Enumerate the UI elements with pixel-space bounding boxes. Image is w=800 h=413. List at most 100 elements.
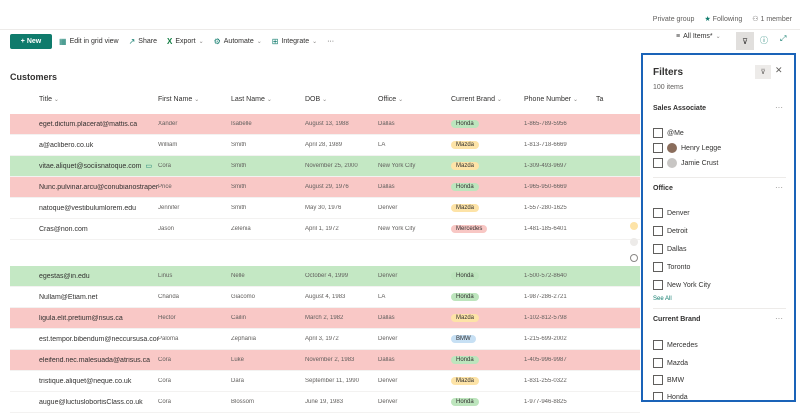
filters-title: Filters: [653, 67, 684, 78]
column-header-office[interactable]: Office ⌄: [378, 96, 451, 110]
table-row[interactable]: ligula.elit.pretium@risus.ca Hector Cailin…: [10, 308, 640, 329]
filter-option-henry[interactable]: Henry Legge: [653, 143, 721, 153]
cell-title[interactable]: a@aclibero.co.uk: [39, 141, 94, 149]
brand-pill: Mazda: [451, 204, 480, 212]
cell-title[interactable]: eget.dictum.placerat@mattis.ca: [39, 120, 138, 128]
filter-option-toronto[interactable]: Toronto: [653, 262, 690, 272]
edit-grid-button[interactable]: ▦ Edit in grid view: [56, 37, 122, 46]
office-more[interactable]: ···: [775, 183, 783, 192]
brand-pill: Mazda: [451, 141, 480, 149]
column-label: DOB: [305, 96, 321, 103]
cell-title[interactable]: Nunc.pulvinar.arcu@conubianostraper.edu: [39, 183, 158, 191]
cell-current-brand: Mazda: [451, 162, 524, 170]
see-all-link[interactable]: See All: [653, 296, 672, 302]
filter-pane-button[interactable]: ⊽: [736, 32, 754, 50]
cell-office: Dallas: [378, 357, 395, 363]
table-row[interactable]: tristique.aliquet@neque.co.uk Cora Dara Sep…: [10, 371, 640, 392]
site-header: Private group ★ Following ⚇ 1 member: [0, 0, 800, 30]
checkbox[interactable]: [653, 340, 663, 350]
cell-title[interactable]: Nullam@Etiam.net: [39, 293, 98, 301]
chevron-down-icon: ⌄: [312, 38, 318, 45]
table-row[interactable]: augue@luctuslobortisClass.co.uk Cora Bloss…: [10, 392, 640, 413]
clear-filters-button[interactable]: ⊽: [755, 65, 771, 79]
export-button[interactable]: X Export ⌄: [164, 37, 207, 46]
automate-button[interactable]: ⚙ Automate ⌄: [211, 37, 265, 46]
cell-last-name: Zephania: [231, 336, 257, 342]
filter-option-jamie[interactable]: Jamie Crust: [653, 158, 718, 168]
checkbox[interactable]: [653, 208, 663, 218]
cell-title[interactable]: augue@luctuslobortisClass.co.uk: [39, 398, 143, 406]
table-row[interactable]: natoque@vestibulumlorem.edu Jennifer Smith…: [10, 198, 640, 219]
table-row[interactable]: vitae.aliquet@sociisnatoque.com ▭ Cora Smit…: [10, 156, 640, 177]
cell-title[interactable]: vitae.aliquet@sociisnatoque.com ▭: [39, 163, 153, 170]
table-row[interactable]: eleifend.nec.malesuada@atrisus.ca Cora Luk…: [10, 350, 640, 371]
cell-title[interactable]: est.tempor.bibendum@neccursusa.com: [39, 335, 158, 343]
column-header-truncated[interactable]: Ta: [596, 96, 603, 110]
filter-option-me[interactable]: @Me: [653, 128, 684, 138]
expand-icon[interactable]: ⤢: [780, 34, 787, 43]
column-headers: Title ⌄ First Name ⌄ Last Name ⌄ DOB ⌄ O…: [10, 96, 640, 110]
follow-button[interactable]: ★ Following: [704, 15, 742, 23]
cell-current-brand: Honda: [451, 293, 524, 301]
table-row[interactable]: Nunc.pulvinar.arcu@conubianostraper.eduP…: [10, 177, 640, 198]
filter-option-mercedes[interactable]: Mercedes: [653, 340, 698, 350]
close-icon[interactable]: ✕: [775, 65, 783, 75]
checkbox[interactable]: [653, 280, 663, 290]
members-button[interactable]: ⚇ 1 member: [752, 15, 792, 23]
cell-phone: 1-831-255-0322: [524, 378, 567, 384]
filter-option-mazda[interactable]: Mazda: [653, 358, 688, 368]
cell-title[interactable]: eleifend.nec.malesuada@atrisus.ca: [39, 356, 151, 364]
column-header-phone[interactable]: Phone Number ⌄: [524, 96, 596, 110]
checkbox[interactable]: [653, 244, 663, 254]
members-label: 1 member: [760, 16, 792, 23]
table-row[interactable]: Nullam@Etiam.net Chanda Giacomo August 4, 1…: [10, 287, 640, 308]
column-header-first-name[interactable]: First Name ⌄: [158, 96, 231, 110]
checkbox[interactable]: [653, 375, 663, 385]
integrate-label: Integrate: [281, 37, 310, 45]
cell-current-brand: Mazda: [451, 314, 524, 322]
checkbox[interactable]: [653, 358, 663, 368]
filter-option-bmw[interactable]: BMW: [653, 375, 684, 385]
integrate-button[interactable]: ⊞ Integrate ⌄: [269, 37, 320, 46]
comment-icon[interactable]: ▭: [145, 163, 153, 170]
more-button[interactable]: ···: [324, 38, 337, 45]
table-row[interactable]: egestas@in.edu Linus Nelle October 4, 1999 D…: [10, 266, 640, 287]
checkbox[interactable]: [653, 158, 663, 168]
checkbox[interactable]: [653, 143, 663, 153]
table-row[interactable]: eget.dictum.placerat@mattis.ca Xander Isab…: [10, 114, 640, 135]
filter-option-honda[interactable]: Honda: [653, 392, 688, 400]
filter-option-denver[interactable]: Denver: [653, 208, 690, 218]
avatar: [667, 158, 677, 168]
column-header-dob[interactable]: DOB ⌄: [305, 96, 378, 110]
column-header-title[interactable]: Title ⌄: [10, 96, 158, 110]
person-icon: ⚇: [752, 16, 759, 23]
cell-phone: 1-481-185-6401: [524, 226, 567, 232]
cell-title[interactable]: tristique.aliquet@neque.co.uk: [39, 377, 132, 385]
new-button[interactable]: + New: [10, 33, 52, 49]
filter-option-detroit[interactable]: Detroit: [653, 226, 688, 236]
filter-option-nyc[interactable]: New York City: [653, 280, 711, 290]
table-row[interactable]: Cras@non.com Jason Zelenia April 1, 1972 New…: [10, 219, 640, 240]
column-header-current-brand[interactable]: Current Brand ⌄: [451, 96, 524, 110]
filter-option-dallas[interactable]: Dallas: [653, 244, 686, 254]
cell-title[interactable]: natoque@vestibulumlorem.edu: [39, 204, 136, 212]
share-button[interactable]: ↗ Share: [126, 37, 160, 46]
view-selector[interactable]: ≡ All Items* ⌄: [676, 33, 721, 40]
cell-title[interactable]: egestas@in.edu: [39, 272, 90, 280]
checkbox[interactable]: [653, 128, 663, 138]
cell-title[interactable]: ligula.elit.pretium@risus.ca: [39, 314, 123, 322]
cell-phone: 1-557-280-1625: [524, 205, 567, 211]
checkbox[interactable]: [653, 226, 663, 236]
table-row[interactable]: est.tempor.bibendum@neccursusa.com Paloma…: [10, 329, 640, 350]
divider: [653, 177, 786, 178]
checkbox[interactable]: [653, 392, 663, 400]
current-brand-more[interactable]: ···: [775, 314, 783, 323]
column-header-last-name[interactable]: Last Name ⌄: [231, 96, 305, 110]
cell-title[interactable]: Cras@non.com: [39, 225, 88, 233]
sales-associate-more[interactable]: ···: [775, 103, 783, 112]
info-icon[interactable]: ⓘ: [760, 36, 768, 45]
table-row[interactable]: a@aclibero.co.uk William Smith April 28, 19…: [10, 135, 640, 156]
checkbox[interactable]: [653, 262, 663, 272]
cell-first-name: Xander: [158, 121, 178, 127]
group-type-label: Private group: [652, 15, 695, 23]
